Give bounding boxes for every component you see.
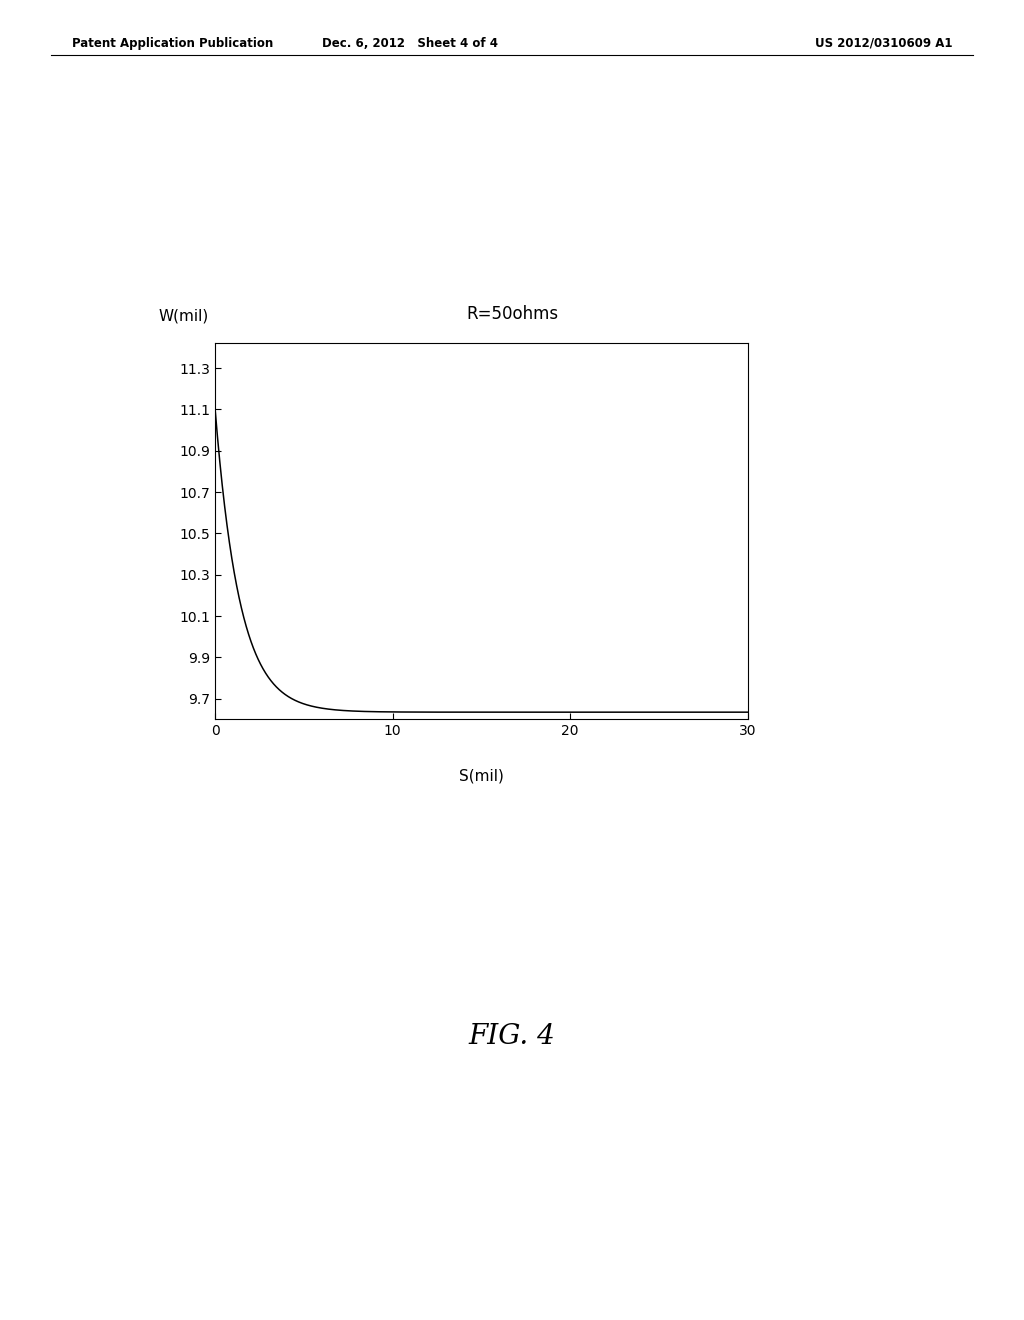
Text: FIG. 4: FIG. 4: [469, 1023, 555, 1049]
Text: S(mil): S(mil): [459, 768, 504, 783]
Text: W(mil): W(mil): [159, 309, 209, 323]
Text: Patent Application Publication: Patent Application Publication: [72, 37, 273, 50]
Text: Dec. 6, 2012   Sheet 4 of 4: Dec. 6, 2012 Sheet 4 of 4: [322, 37, 498, 50]
Text: R=50ohms: R=50ohms: [466, 305, 558, 323]
Text: US 2012/0310609 A1: US 2012/0310609 A1: [815, 37, 952, 50]
